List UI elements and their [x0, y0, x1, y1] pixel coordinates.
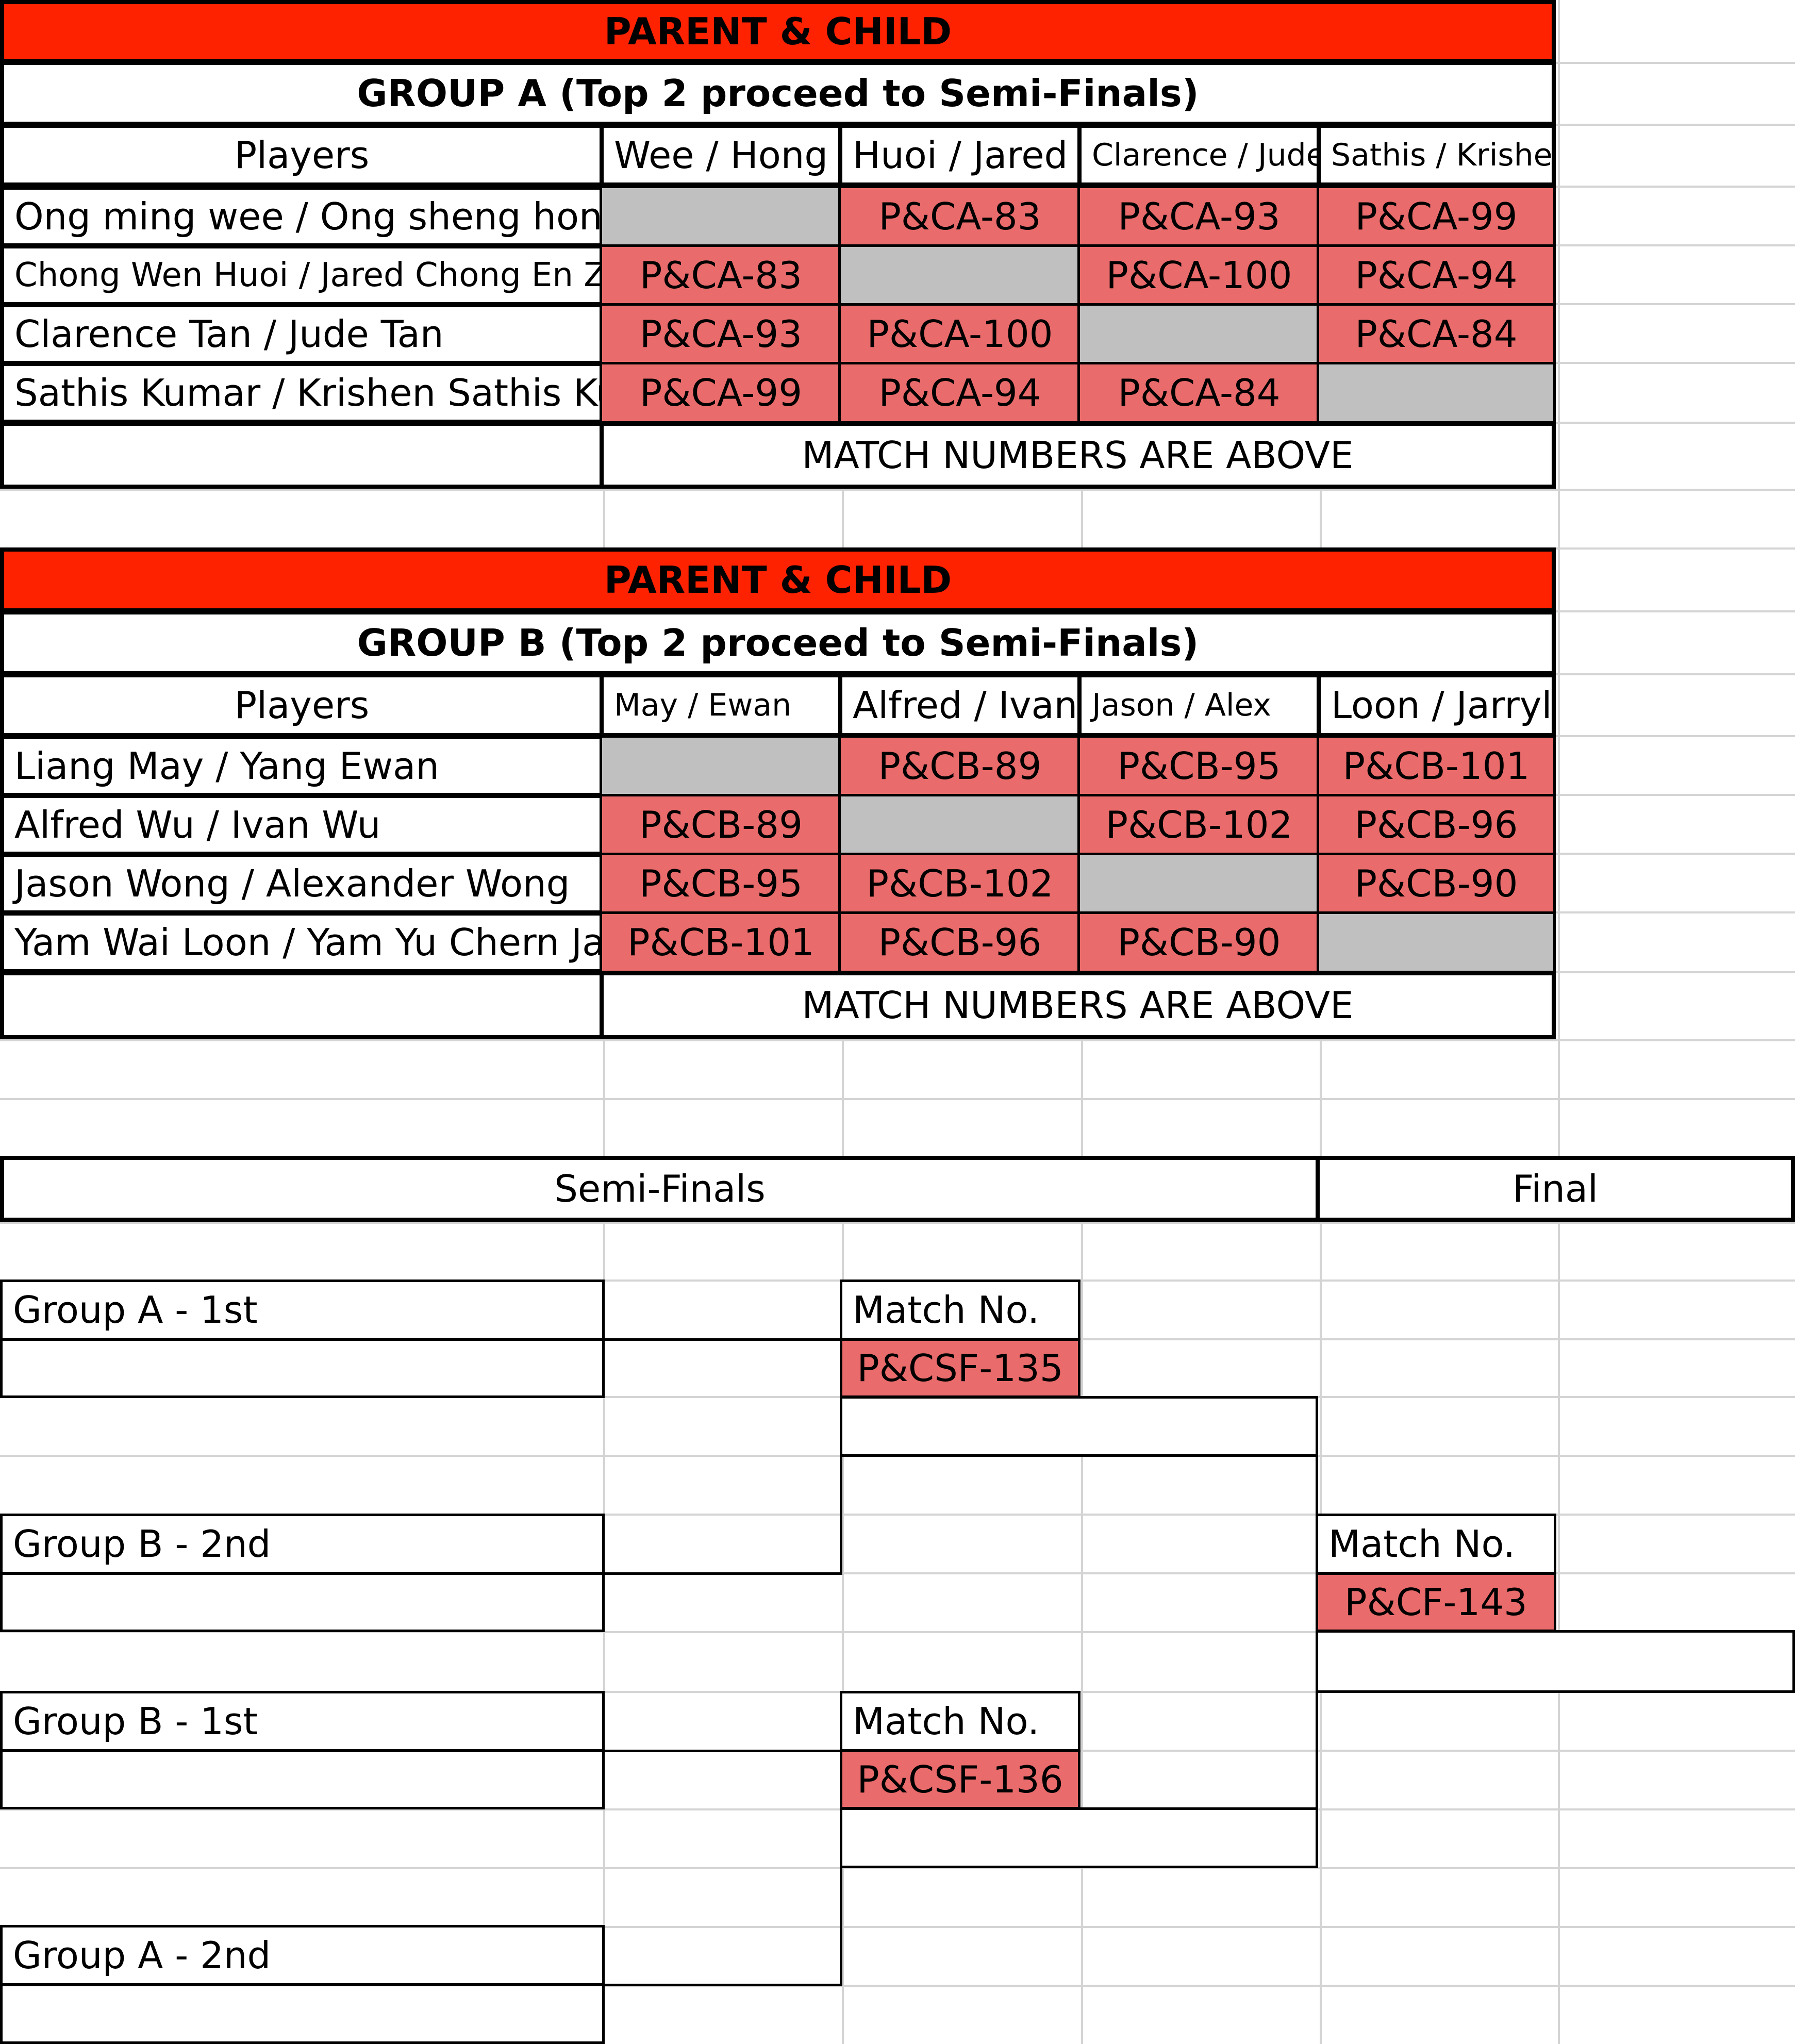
group-a-subtitle: GROUP A (Top 2 proceed to Semi-Finals)	[0, 61, 1556, 126]
group-a-match-cell: P&CA-83	[600, 244, 842, 306]
group-a-empty-cell	[0, 422, 604, 489]
group-a-diagonal-cell	[1077, 303, 1321, 365]
group-a-note: MATCH NUMBERS ARE ABOVE	[600, 422, 1556, 489]
gridline-horizontal	[0, 1039, 1795, 1041]
group-a-player-name: Clarence Tan / Jude Tan	[0, 303, 604, 365]
gridline-horizontal	[0, 1867, 1795, 1869]
group-b-player-name: Yam Wai Loon / Yam Yu Chern Jarryl	[0, 911, 604, 973]
group-a-column-header: Clarence / Jude	[1077, 124, 1321, 187]
group-b-player-name: Liang May / Yang Ewan	[0, 735, 604, 797]
group-a-match-cell: P&CA-83	[838, 186, 1082, 247]
group-a-match-cell: P&CA-94	[838, 362, 1082, 424]
group-a-player-name: Chong Wen Huoi / Jared Chong En Ze	[0, 244, 604, 306]
gridline-horizontal	[0, 489, 1795, 491]
group-a-column-header: Sathis / Krishen	[1317, 124, 1556, 187]
group-b-diagonal-cell	[838, 794, 1082, 856]
bracket-line	[600, 1338, 842, 1341]
bracket-line	[600, 1572, 842, 1575]
group-b-match-cell: P&CB-95	[1077, 735, 1321, 797]
group-b-diagonal-cell	[600, 735, 842, 797]
bracket-slot-empty	[0, 1572, 605, 1632]
sf1-winner-slot	[840, 1396, 1318, 1457]
group-b-column-header: Alfred / Ivan	[838, 673, 1082, 737]
group-a-match-cell: P&CA-99	[600, 362, 842, 424]
gridline-horizontal	[0, 1572, 1795, 1574]
group-a-match-cell: P&CA-99	[1317, 186, 1556, 247]
group-b-match-cell: P&CB-89	[600, 794, 842, 856]
group-a-match-cell: P&CA-93	[1077, 186, 1321, 247]
group-a-column-header: Wee / Hong	[600, 124, 842, 187]
group-b-diagonal-cell	[1077, 853, 1321, 915]
champion-slot	[1316, 1630, 1795, 1693]
group-a-match-cell: P&CA-100	[838, 303, 1082, 365]
gridline-horizontal	[0, 1098, 1795, 1100]
group-b-match-cell: P&CB-89	[838, 735, 1082, 797]
gridline-horizontal	[0, 1926, 1795, 1928]
final-match-number: P&CF-143	[1316, 1572, 1556, 1632]
group-b-match-cell: P&CB-102	[1077, 794, 1321, 856]
group-b-match-cell: P&CB-96	[1317, 794, 1556, 856]
group-b-column-header: May / Ewan	[600, 673, 842, 737]
sf1-match-label: Match No.	[840, 1279, 1081, 1340]
semi-finals-header: Semi-Finals	[0, 1156, 1320, 1222]
group-b-match-cell: P&CB-101	[600, 911, 842, 973]
group-a-players-header: Players	[0, 124, 604, 187]
group-a-player-name: Ong ming wee / Ong sheng hong	[0, 186, 604, 247]
bracket-slot-empty	[0, 1338, 605, 1398]
group-b-column-header: Jason / Alex	[1077, 673, 1321, 737]
sf2-match-number: P&CSF-136	[840, 1750, 1081, 1809]
group-b-column-header: Loon / Jarryl	[1317, 673, 1556, 737]
group-a-match-cell: P&CA-84	[1077, 362, 1321, 424]
group-b-note: MATCH NUMBERS ARE ABOVE	[600, 971, 1556, 1039]
gridline-horizontal	[0, 1514, 1795, 1516]
group-a-match-cell: P&CA-84	[1317, 303, 1556, 365]
sf1-match-number: P&CSF-135	[840, 1338, 1081, 1398]
group-b-subtitle: GROUP B (Top 2 proceed to Semi-Finals)	[0, 610, 1556, 675]
final-header: Final	[1316, 1156, 1795, 1222]
group-b-match-cell: P&CB-101	[1317, 735, 1556, 797]
gridline-horizontal	[0, 1222, 1795, 1224]
group-a-title: PARENT & CHILD	[0, 0, 1556, 63]
group-a-diagonal-cell	[1317, 362, 1556, 424]
gridline-horizontal	[0, 1631, 1795, 1633]
bracket-slot-empty	[0, 1984, 605, 2044]
group-b-match-cell: P&CB-96	[838, 911, 1082, 973]
sf2-winner-slot	[840, 1807, 1318, 1868]
group-b-empty-cell	[0, 971, 604, 1039]
bracket-slot-group-b-2nd: Group B - 2nd	[0, 1514, 605, 1574]
group-a-match-cell: P&CA-100	[1077, 244, 1321, 306]
group-b-match-cell: P&CB-102	[838, 853, 1082, 915]
group-a-player-name: Sathis Kumar / Krishen Sathis Kumar	[0, 362, 604, 424]
bracket-slot-empty	[0, 1750, 605, 1809]
group-a-diagonal-cell	[838, 244, 1082, 306]
group-b-players-header: Players	[0, 673, 604, 737]
bracket-line	[1316, 1693, 1318, 1868]
gridline-vertical	[1558, 0, 1560, 2044]
final-match-label: Match No.	[1316, 1514, 1556, 1574]
gridline-horizontal	[0, 1985, 1795, 1987]
bracket-slot-group-a-2nd: Group A - 2nd	[0, 1925, 605, 1986]
group-a-match-cell: P&CA-94	[1317, 244, 1556, 306]
group-b-player-name: Alfred Wu / Ivan Wu	[0, 794, 604, 856]
group-b-title: PARENT & CHILD	[0, 547, 1556, 612]
sf2-match-label: Match No.	[840, 1691, 1081, 1752]
group-a-match-cell: P&CA-93	[600, 303, 842, 365]
group-b-match-cell: P&CB-90	[1077, 911, 1321, 973]
group-b-diagonal-cell	[1317, 911, 1556, 973]
group-b-player-name: Jason Wong / Alexander Wong	[0, 853, 604, 915]
bracket-line	[600, 1984, 842, 1986]
group-a-diagonal-cell	[600, 186, 842, 247]
group-b-match-cell: P&CB-90	[1317, 853, 1556, 915]
bracket-line	[600, 1750, 842, 1752]
bracket-slot-group-b-1st: Group B - 1st	[0, 1691, 605, 1752]
group-b-match-cell: P&CB-95	[600, 853, 842, 915]
group-a-column-header: Huoi / Jared	[838, 124, 1082, 187]
bracket-slot-group-a-1st: Group A - 1st	[0, 1279, 605, 1340]
